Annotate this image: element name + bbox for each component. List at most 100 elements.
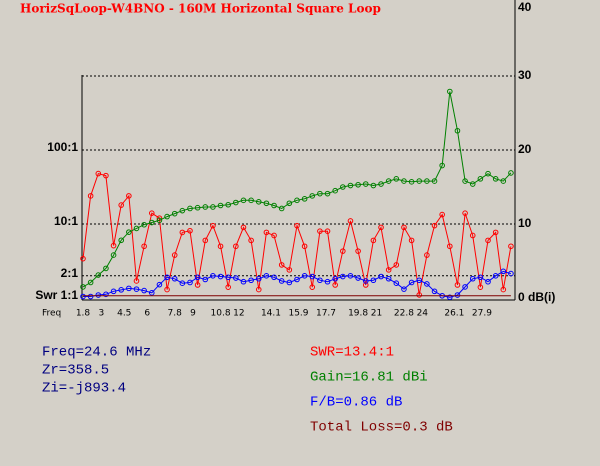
data-point [416, 277, 423, 284]
data-point [202, 204, 209, 210]
data-point [317, 277, 323, 284]
data-point [148, 219, 155, 226]
data-point [164, 286, 170, 293]
data-point [324, 228, 331, 234]
x-axis-label: Freq [42, 309, 61, 319]
data-point [255, 199, 262, 205]
data-point [271, 274, 277, 281]
data-point [500, 178, 507, 184]
data-point [309, 193, 316, 199]
data-point [347, 218, 354, 224]
data-point [401, 224, 407, 231]
data-point [156, 217, 163, 224]
data-point [225, 274, 231, 281]
data-point [508, 270, 514, 277]
data-point [278, 262, 285, 268]
data-point [447, 243, 453, 250]
data-point [477, 284, 484, 290]
data-point [492, 176, 499, 182]
data-point [103, 172, 109, 179]
data-point [469, 275, 476, 282]
data-point [454, 127, 461, 134]
data-point [278, 205, 285, 212]
data-point [263, 273, 270, 279]
data-point [332, 187, 338, 194]
data-point [233, 275, 239, 281]
data-point [164, 274, 170, 281]
data-point [271, 232, 277, 239]
data-point [355, 181, 361, 188]
data-point [362, 181, 369, 187]
data-point [95, 272, 102, 278]
data-point [248, 277, 254, 284]
data-point [133, 286, 140, 292]
data-point [202, 276, 209, 283]
data-point [171, 210, 178, 217]
data-point [439, 162, 445, 169]
data-point [431, 288, 438, 295]
data-point [370, 182, 377, 189]
x-tick-label: 22.8 [394, 309, 414, 319]
data-point [508, 243, 514, 250]
data-point [187, 227, 193, 234]
data-point [263, 229, 270, 236]
y-tick-label: 2:1 [61, 266, 79, 280]
data-point [141, 221, 147, 228]
data-point [508, 170, 514, 176]
data-point [469, 181, 476, 187]
data-point [324, 190, 331, 197]
data-point [171, 252, 178, 258]
data-point [347, 182, 354, 189]
data-point [454, 292, 461, 298]
data-point [462, 284, 468, 290]
data-point [301, 243, 308, 250]
data-point [210, 273, 216, 279]
data-point [447, 294, 453, 301]
x-tick-label: 19.8 [348, 309, 368, 319]
series-line [82, 91, 512, 288]
data-point [217, 243, 224, 250]
data-point [362, 278, 369, 284]
data-point [271, 202, 277, 209]
data-point [309, 273, 316, 280]
data-point [332, 275, 338, 282]
data-point [332, 282, 338, 288]
data-point [80, 284, 86, 290]
data-point [156, 281, 163, 288]
data-point [385, 178, 392, 184]
data-point [133, 278, 140, 284]
data-point [500, 286, 507, 293]
data-point [248, 197, 254, 204]
data-point [194, 274, 201, 281]
data-point [210, 222, 216, 229]
data-point [477, 274, 484, 281]
data-point [80, 255, 86, 262]
data-point [95, 170, 102, 177]
data-point [110, 252, 117, 258]
data-point [378, 224, 384, 231]
x-tick-label: 4.5 [117, 309, 131, 319]
data-point [340, 273, 346, 280]
data-point [378, 181, 384, 187]
data-point [95, 292, 102, 298]
x-tick-label: 3 [98, 309, 104, 319]
data-point [340, 184, 346, 190]
data-point [294, 276, 300, 283]
data-point [87, 293, 94, 300]
x-tick-label: 15.9 [288, 309, 308, 319]
y-tick-label: 10:1 [54, 214, 78, 228]
data-point [233, 199, 239, 206]
data-point [485, 278, 491, 285]
data-point [118, 237, 125, 244]
data-point [286, 200, 293, 207]
x-tick-label: 27.9 [472, 309, 492, 319]
data-point [401, 178, 407, 184]
x-tick-label: 1.8 [76, 309, 91, 319]
data-point [393, 176, 400, 182]
data-point [87, 279, 94, 286]
data-point [171, 275, 178, 282]
data-point [393, 262, 400, 268]
y2-tick-label: 20 [518, 142, 532, 156]
data-point [240, 197, 247, 204]
data-point [255, 286, 262, 293]
